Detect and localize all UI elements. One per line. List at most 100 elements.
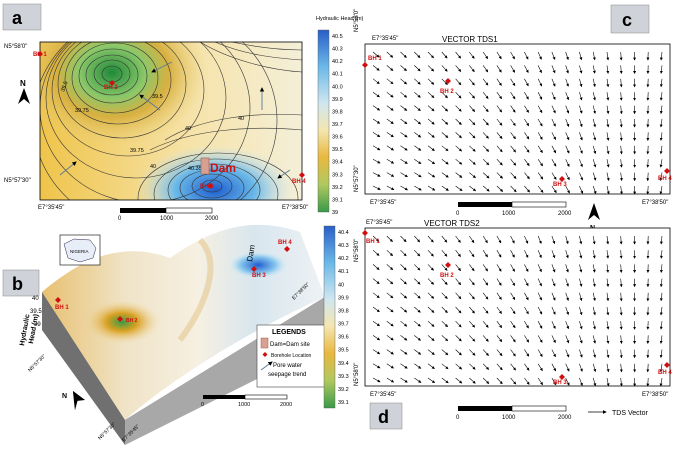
tds-vector-arrow bbox=[579, 145, 583, 154]
tds-vector-arrow bbox=[592, 65, 596, 74]
tds-vector-arrow bbox=[606, 264, 610, 273]
scale-tick: 0 bbox=[201, 402, 204, 408]
tds-vector-arrow bbox=[455, 172, 463, 178]
tds-vector-arrow bbox=[659, 145, 663, 155]
tds-vector-arrow bbox=[482, 335, 489, 342]
tds-vector-arrow bbox=[400, 235, 407, 243]
tds-vector-arrow bbox=[579, 92, 583, 101]
tds-vector-arrow bbox=[537, 250, 542, 259]
tds-vector-arrow bbox=[510, 321, 516, 329]
tds-vector-arrow bbox=[606, 159, 610, 168]
tds-vector-arrow bbox=[482, 185, 490, 192]
tds-vector-arrow bbox=[372, 158, 381, 164]
scale-tick: 1000 bbox=[502, 211, 516, 217]
tds-vector-arrow bbox=[537, 172, 544, 180]
tds-vector-arrow bbox=[606, 92, 610, 101]
tds-vector-arrow bbox=[482, 158, 490, 166]
tds-vector-arrow bbox=[455, 377, 463, 384]
scale-tick: 2000 bbox=[558, 211, 572, 217]
tds-vector-arrow bbox=[510, 335, 516, 343]
tds-vector-arrow bbox=[592, 159, 597, 168]
tds-vector-arrow bbox=[619, 321, 623, 330]
tds-vector-arrow bbox=[414, 132, 422, 138]
contour-labels: 39.5 39.5 39.75 40 40 40.35 39.75 40 bbox=[60, 81, 244, 172]
tds-vector-arrow bbox=[386, 132, 394, 138]
tds-vector-arrow bbox=[551, 105, 556, 114]
tds-vector-arrow bbox=[619, 105, 623, 115]
tds-vector-arrow bbox=[579, 118, 583, 128]
tds-vector-arrow bbox=[469, 105, 476, 112]
tds-vector-arrow bbox=[386, 377, 395, 383]
tds-vector-arrow bbox=[592, 51, 596, 61]
tds-vector-arrow bbox=[469, 235, 475, 244]
tds-vector-arrow bbox=[372, 335, 381, 341]
coord-label: E7°35'45" bbox=[370, 392, 396, 398]
seepage-symbol bbox=[260, 361, 273, 371]
tds-vector-arrow bbox=[592, 78, 596, 88]
tds-vector-arrow bbox=[524, 145, 530, 153]
tds-vector-arrow bbox=[510, 377, 517, 385]
tds-vector-arrow bbox=[372, 249, 380, 256]
tds-vector-arrow bbox=[400, 335, 408, 341]
tds-vector-arrow bbox=[469, 335, 476, 342]
legend-tick-label: 39.6 bbox=[338, 335, 349, 341]
panel-c-badge bbox=[610, 4, 650, 34]
tds-vector-arrow bbox=[565, 292, 569, 301]
tds-vector-arrow bbox=[400, 132, 408, 138]
borehole-marker bbox=[299, 172, 305, 178]
tds-vector-arrow bbox=[386, 158, 395, 164]
inset-label: NIGERIA bbox=[70, 249, 89, 254]
tds-vector-arrow bbox=[565, 105, 570, 114]
panel-label-c: c bbox=[622, 10, 632, 30]
borehole-label: BH 3 bbox=[200, 184, 214, 190]
tds-vector-arrow bbox=[524, 78, 529, 87]
tds-vector-arrow bbox=[441, 235, 448, 243]
scale-bar-d: 0 1000 2000 bbox=[456, 405, 572, 421]
tds-vector-arrow bbox=[414, 172, 422, 178]
tds-vector-arrow bbox=[606, 145, 610, 155]
tds-vector-arrow bbox=[400, 145, 408, 151]
borehole-symbol bbox=[262, 352, 268, 357]
tds-vector-arrow bbox=[496, 250, 502, 258]
tds-vector-arrow bbox=[469, 158, 476, 165]
tds-vector-arrow bbox=[537, 78, 542, 87]
scale-tick: 2000 bbox=[558, 415, 572, 421]
tds-vector-arrow bbox=[441, 363, 449, 370]
contour-label: 39.75 bbox=[75, 108, 89, 114]
tds-vector-arrow bbox=[496, 264, 502, 272]
tds-vector-arrow bbox=[427, 349, 435, 355]
tds-vector-arrow bbox=[427, 185, 436, 191]
tds-vector-arrow bbox=[400, 105, 408, 111]
tds-vector-arrow bbox=[619, 132, 623, 141]
tds-vector-arrow bbox=[551, 132, 556, 141]
tds-vector-arrow bbox=[496, 145, 503, 153]
tds-vector-arrow bbox=[386, 145, 395, 151]
tds-vector-arrow bbox=[427, 78, 435, 85]
tds-vector-arrow bbox=[565, 65, 569, 74]
tds-vector-arrow bbox=[372, 145, 381, 151]
tds-vector-arrow bbox=[496, 92, 502, 100]
tds-vector-arrow bbox=[592, 363, 597, 373]
tds-vector-arrow bbox=[592, 264, 596, 273]
tds-vector-arrow bbox=[619, 65, 623, 74]
tds-vector-arrow bbox=[400, 185, 409, 191]
tds-vector-arrow bbox=[619, 292, 623, 302]
legend-dam-text: Dam=Dam site bbox=[270, 342, 311, 348]
tds-vector-arrow bbox=[524, 118, 530, 127]
tds-vector-arrow bbox=[441, 349, 449, 356]
tds-vector-arrow bbox=[414, 377, 422, 383]
tds-vector-arrow bbox=[455, 158, 463, 165]
tds-vector-arrow bbox=[414, 306, 421, 313]
tds-vector-arrow bbox=[414, 278, 421, 285]
coord-label: E7°35'45" bbox=[366, 220, 392, 226]
coord-label: N5°57'30" bbox=[4, 178, 31, 184]
tds-vector-arrow bbox=[441, 78, 448, 86]
tds-vector-arrow bbox=[482, 306, 489, 314]
tds-vector-arrow bbox=[482, 278, 489, 286]
tds-vector-arrow bbox=[565, 377, 570, 386]
coord-label: N5°58'0" bbox=[354, 9, 360, 32]
tds-vector-arrow bbox=[372, 306, 380, 313]
tds-vector-arrow bbox=[427, 91, 435, 99]
tds-vector-arrow bbox=[400, 349, 408, 355]
tds-vector-arrow bbox=[469, 363, 476, 370]
